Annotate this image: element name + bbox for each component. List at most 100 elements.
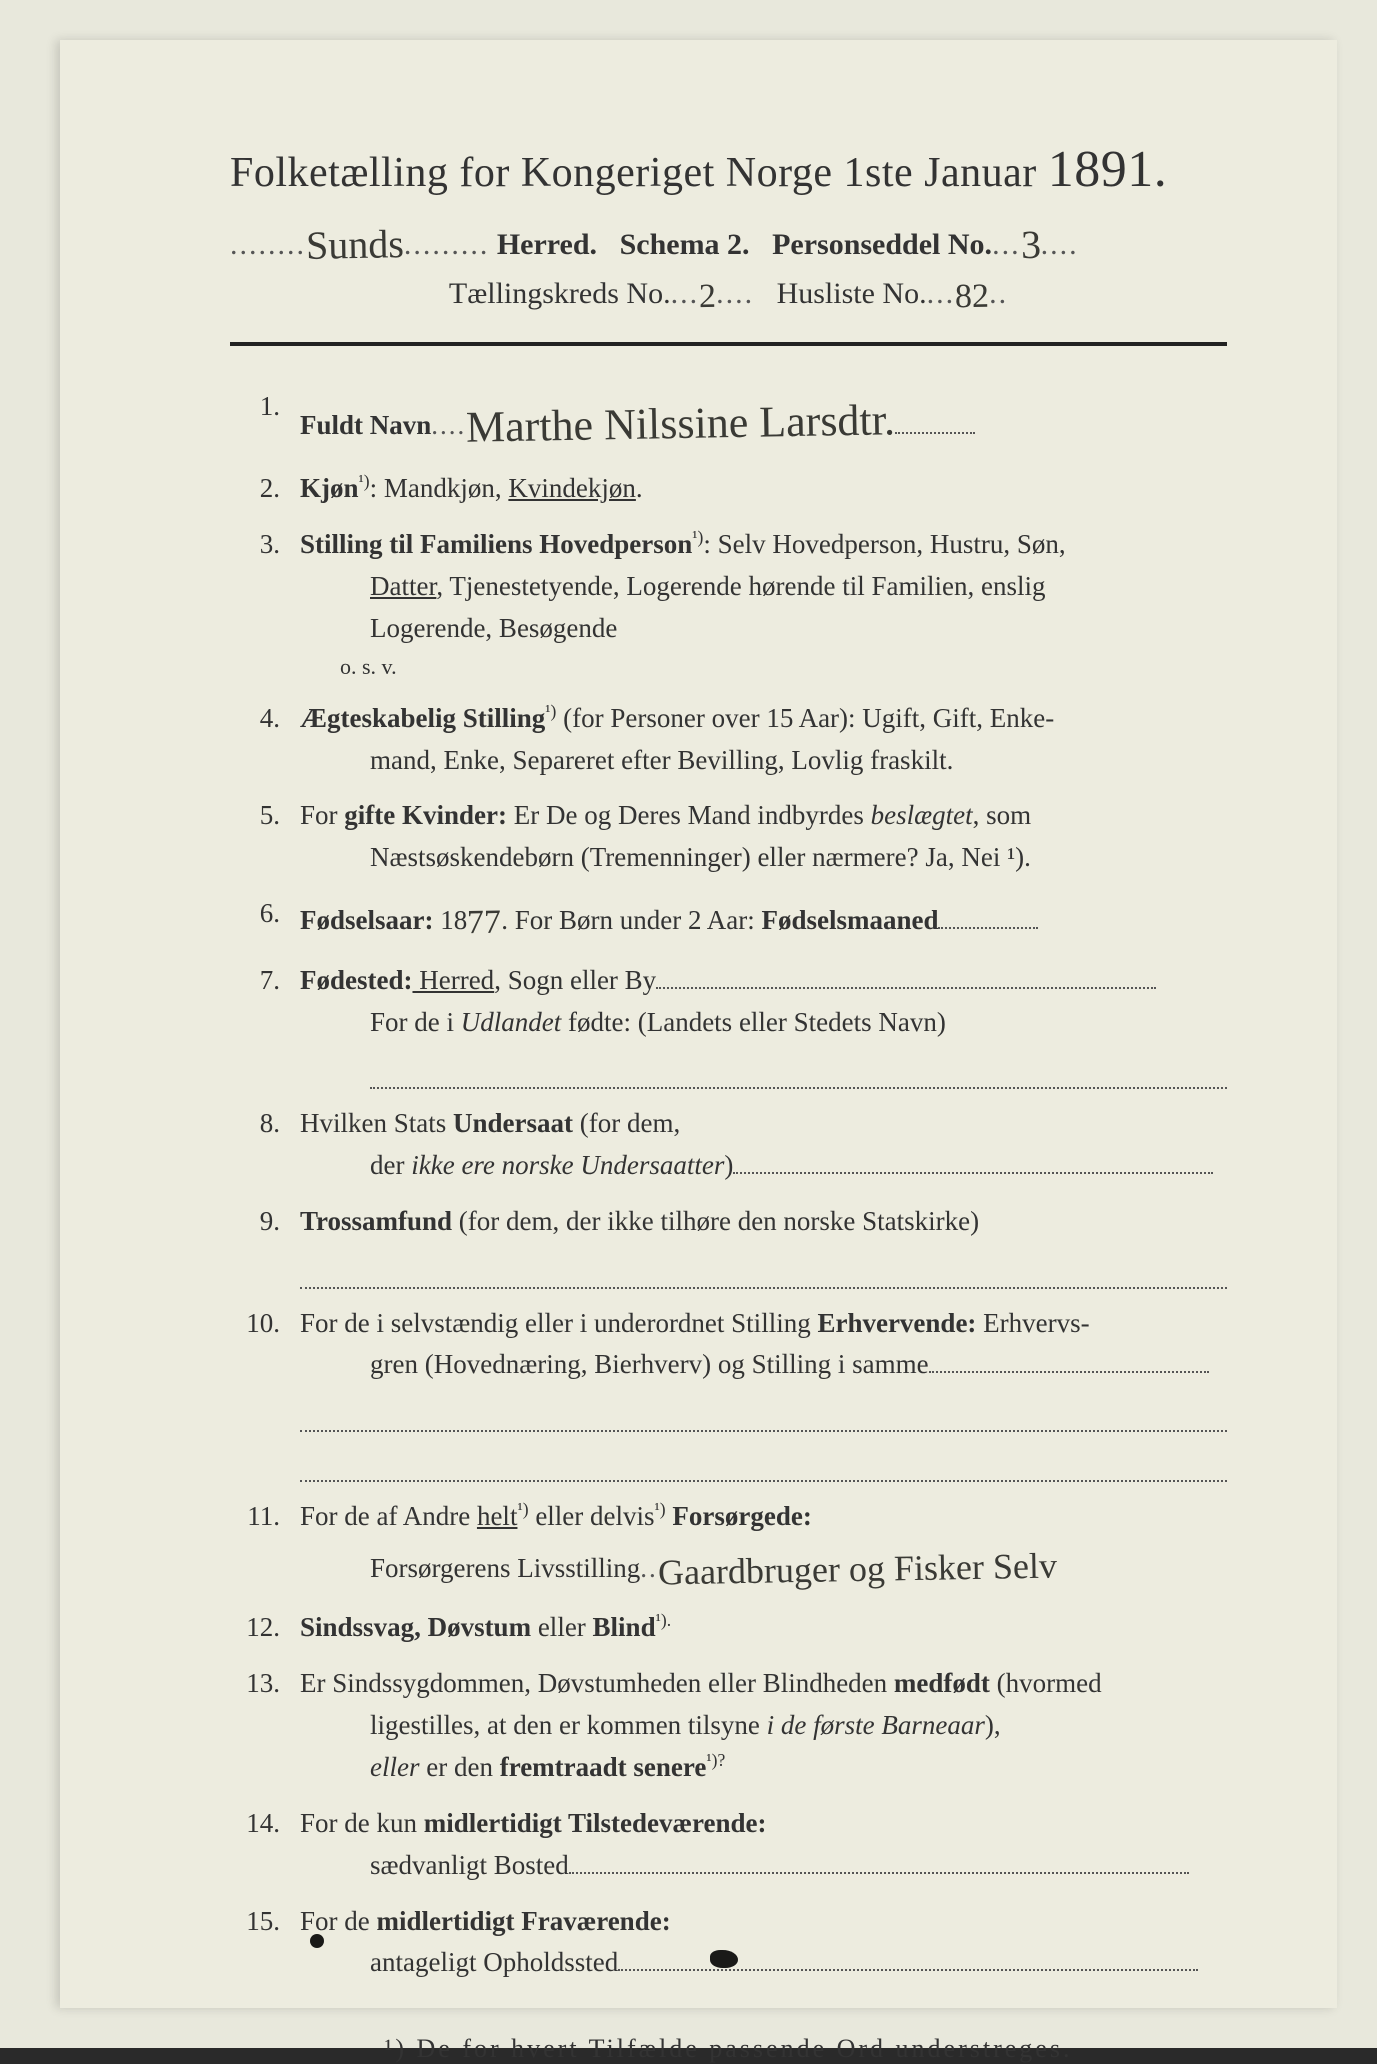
options-text: : Mandkjøn, (370, 473, 509, 503)
note-ref: ¹) (359, 471, 370, 491)
scan-page: Folketælling for Kongeriget Norge 1ste J… (0, 0, 1377, 2048)
husliste-value: 82 (955, 278, 990, 317)
footnote: ¹) De for hvert Tilfælde passende Ord un… (230, 2034, 1227, 2064)
personseddel-label: Personseddel No. (772, 228, 992, 261)
text-block: For de i Udlandet fødte: (Landets eller … (300, 1002, 1227, 1044)
dotfill (938, 903, 1038, 929)
text: ) (724, 1150, 733, 1180)
dots: ... (992, 228, 1021, 261)
field-label: midlertidigt Fraværende: (377, 1906, 671, 1936)
title-text: Folketælling for Kongeriget Norge 1ste J… (230, 150, 1048, 196)
text: Logerende, Besøgende (300, 608, 1227, 650)
field-12: 12. Sindssvag, Døvstum eller Blind¹). (230, 1607, 1227, 1649)
field-num: 14. (230, 1803, 280, 1845)
text: er den (419, 1752, 499, 1782)
field-num: 15. (230, 1901, 280, 1943)
text-block: Datter, Tjenestetyende, Logerende hørend… (300, 566, 1227, 608)
herred-label: Herred. (497, 228, 597, 261)
text: Er Sindssygdommen, Døvstumheden eller Bl… (300, 1668, 894, 1698)
field-num: 3. (230, 524, 280, 566)
field-8: 8. Hvilken Stats Undersaat (for dem, der… (230, 1103, 1227, 1187)
text-block: ligestilles, at den er kommen tilsyne i … (300, 1705, 1227, 1747)
dotfill (929, 1347, 1209, 1373)
field-label: Fuldt Navn (300, 410, 431, 440)
field-num: 4. (230, 698, 280, 740)
field-label: Fødested: (300, 965, 412, 995)
header-line-2: ........Sunds......... Herred. Schema 2.… (230, 217, 1227, 264)
text: For de (300, 1906, 377, 1936)
field-label: Erhvervende: (817, 1308, 976, 1338)
dotfill (895, 408, 975, 434)
dotted-line (300, 1442, 1227, 1482)
field-11: 11. For de af Andre helt¹) eller delvis¹… (230, 1496, 1227, 1594)
text-block: sædvanligt Bosted (300, 1845, 1227, 1887)
field-14: 14. For de kun midlertidigt Tilstedevære… (230, 1803, 1227, 1887)
dots: ......... (404, 228, 490, 261)
field-num: 5. (230, 795, 280, 837)
field-num: 13. (230, 1663, 280, 1705)
note-ref: ¹). (656, 1610, 671, 1630)
text-block: gren (Hovednæring, Bierhverv) og Stillin… (300, 1344, 1227, 1386)
dots: ... (671, 277, 700, 310)
text: Forsørgerens Livsstilling (370, 1553, 640, 1583)
text: For de i (370, 1007, 461, 1037)
text: Er De og Deres Mand indbyrdes (507, 800, 871, 830)
field-label: midlertidigt Tilstedeværende: (424, 1808, 767, 1838)
field-label: Fødselsaar: (300, 905, 433, 935)
field-5: 5. For gifte Kvinder: Er De og Deres Man… (230, 795, 1227, 879)
field-num: 6. (230, 893, 280, 935)
text: der (370, 1150, 411, 1180)
document-sheet: Folketælling for Kongeriget Norge 1ste J… (60, 40, 1337, 2008)
full-name-value: Marthe Nilssine Larsdtr. (466, 386, 896, 462)
note-ref: ¹) (545, 701, 556, 721)
husliste-label: Husliste No. (777, 277, 927, 310)
dotfill (733, 1148, 1213, 1174)
underlined: helt (477, 1501, 518, 1531)
text-block: der ikke ere norske Undersaatter) (300, 1145, 1227, 1187)
text: (for dem, der ikke tilhøre den norske St… (452, 1206, 979, 1236)
dotted-line (300, 1249, 1227, 1289)
dots: .. (989, 277, 1008, 310)
text: For de i selvstændig eller i underordnet… (300, 1308, 817, 1338)
field-num: 2. (230, 468, 280, 510)
field-label: Forsørgede: (672, 1501, 811, 1531)
after-text: . (636, 473, 643, 503)
text: (for Personer over 15 Aar): Ugift, Gift,… (556, 703, 1054, 733)
field-label: Stilling til Familiens Hovedperson (300, 529, 692, 559)
label-a: For (300, 800, 344, 830)
text: antageligt Opholdssted (370, 1947, 618, 1977)
italic: i de første Barneaar (767, 1710, 985, 1740)
field-6: 6. Fødselsaar: 1877. For Børn under 2 Aa… (230, 893, 1227, 946)
field-label: Undersaat (453, 1108, 573, 1138)
dotfill (656, 962, 1156, 988)
field-label: Kjøn (300, 473, 359, 503)
text: Næstsøskendebørn (Tremenninger) eller næ… (300, 837, 1227, 879)
selected-option: Datter (370, 571, 436, 601)
field-4: 4. Ægteskabelig Stilling¹) (for Personer… (230, 698, 1227, 782)
selected-option: Herred (412, 965, 494, 995)
text: Erhvervs- (976, 1308, 1089, 1338)
header-line-3: Tællingskreds No....2.... Husliste No...… (230, 274, 1227, 312)
field-list: 1. Fuldt Navn....Marthe Nilssine Larsdtr… (230, 386, 1227, 1984)
field-label: Sindssvag, Døvstum (300, 1612, 531, 1642)
field-13: 13. Er Sindssygdommen, Døvstumheden elle… (230, 1663, 1227, 1789)
field-10: 10. For de i selvstændig eller i underor… (230, 1303, 1227, 1482)
dots: ........ (230, 228, 306, 261)
personseddel-value: 3 (1020, 221, 1041, 268)
dots: .... (716, 277, 754, 310)
dots: .... (1041, 228, 1079, 261)
text: (hvormed (990, 1668, 1102, 1698)
label-b: gifte Kvinder: (344, 800, 507, 830)
field-num: 7. (230, 960, 280, 1002)
field-num: 9. (230, 1201, 280, 1243)
dots: .... (431, 410, 466, 440)
field-label: Trossamfund (300, 1206, 452, 1236)
dotfill (569, 1847, 1189, 1873)
text: , Tjenestetyende, Logerende hørende til … (436, 571, 1045, 601)
note-ref: ¹) (655, 1499, 666, 1519)
field-label: Ægteskabelig Stilling (300, 703, 545, 733)
taellingskreds-label: Tællingskreds No. (449, 277, 671, 310)
dots: ... (927, 277, 956, 310)
label-b: Fødselsmaaned (761, 905, 938, 935)
text-block: eller er den fremtraadt senere¹)? (300, 1747, 1227, 1789)
